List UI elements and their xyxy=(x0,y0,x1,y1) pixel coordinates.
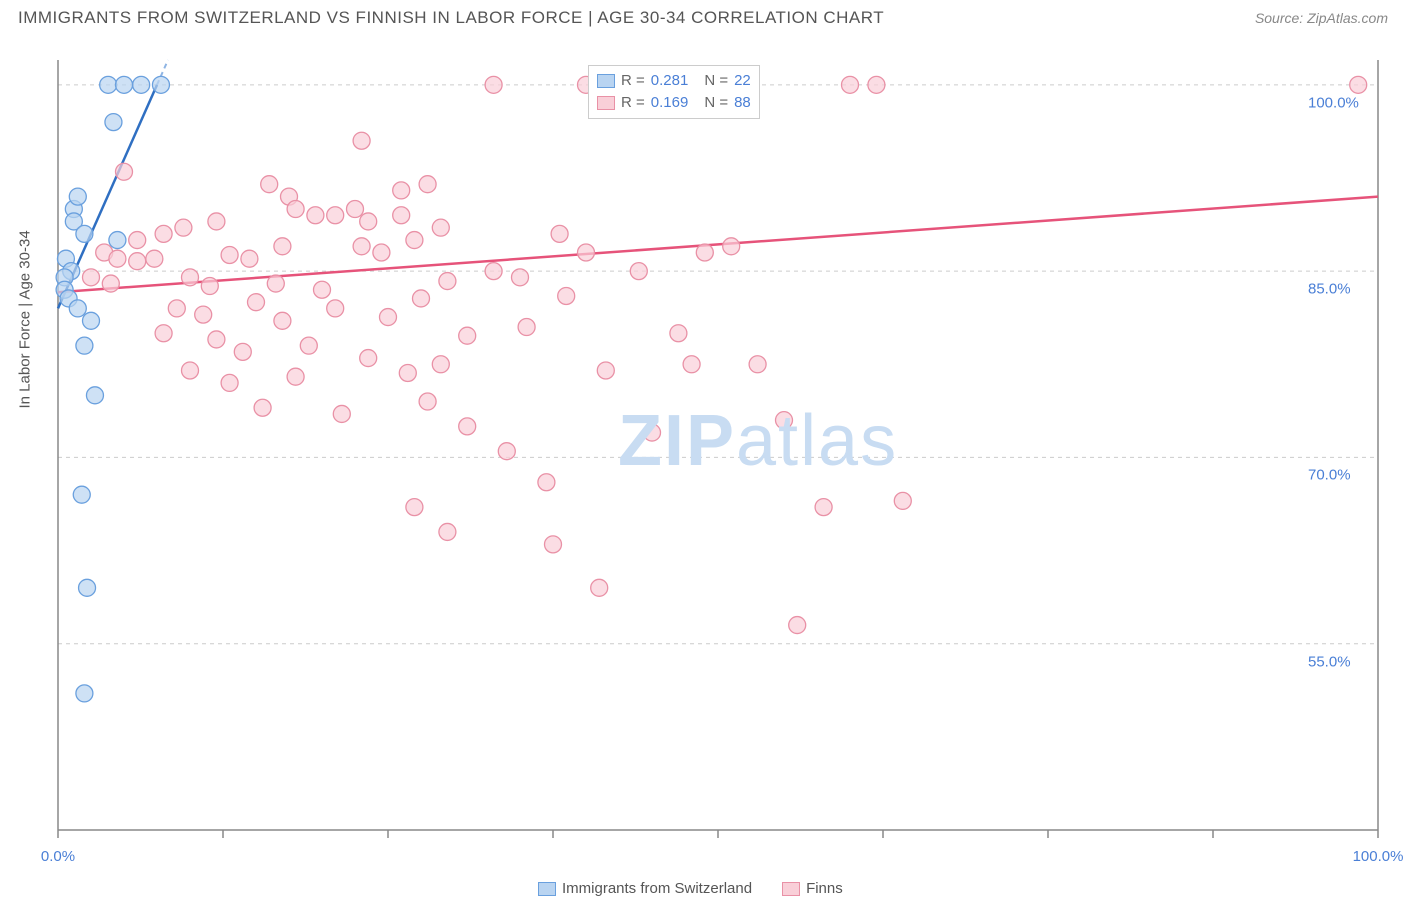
stat-n-label: N = xyxy=(704,92,728,114)
swatch-finns xyxy=(782,882,800,896)
stat-r-finns: 0.169 xyxy=(651,92,689,114)
x-tick-label: 100.0% xyxy=(1353,848,1404,865)
swatch-finns xyxy=(597,96,615,110)
chart-container: In Labor Force | Age 30-34 55.0%70.0%85.… xyxy=(18,40,1388,860)
y-tick-label: 70.0% xyxy=(1308,467,1351,484)
swatch-swiss xyxy=(538,882,556,896)
y-tick-label: 100.0% xyxy=(1308,94,1359,111)
stats-row-finns: R = 0.169 N = 88 xyxy=(597,92,751,114)
legend-label-swiss: Immigrants from Switzerland xyxy=(562,880,752,897)
swatch-swiss xyxy=(597,74,615,88)
stat-n-finns: 88 xyxy=(734,92,751,114)
stat-r-label: R = xyxy=(621,70,645,92)
stat-n-swiss: 22 xyxy=(734,70,751,92)
legend-label-finns: Finns xyxy=(806,880,843,897)
legend-item-finns: Finns xyxy=(782,880,843,897)
stats-legend-box: R = 0.281 N = 22 R = 0.169 N = 88 xyxy=(588,65,760,119)
series-legend: Immigrants from Switzerland Finns xyxy=(538,880,843,897)
stat-r-swiss: 0.281 xyxy=(651,70,689,92)
stats-row-swiss: R = 0.281 N = 22 xyxy=(597,70,751,92)
source-label: Source: ZipAtlas.com xyxy=(1255,10,1388,26)
legend-item-swiss: Immigrants from Switzerland xyxy=(538,880,752,897)
x-tick-label: 0.0% xyxy=(41,848,75,865)
y-tick-label: 55.0% xyxy=(1308,653,1351,670)
y-tick-label: 85.0% xyxy=(1308,281,1351,298)
stat-r-label: R = xyxy=(621,92,645,114)
scatter-plot xyxy=(18,40,1388,860)
chart-title: IMMIGRANTS FROM SWITZERLAND VS FINNISH I… xyxy=(18,8,884,28)
stat-n-label: N = xyxy=(704,70,728,92)
